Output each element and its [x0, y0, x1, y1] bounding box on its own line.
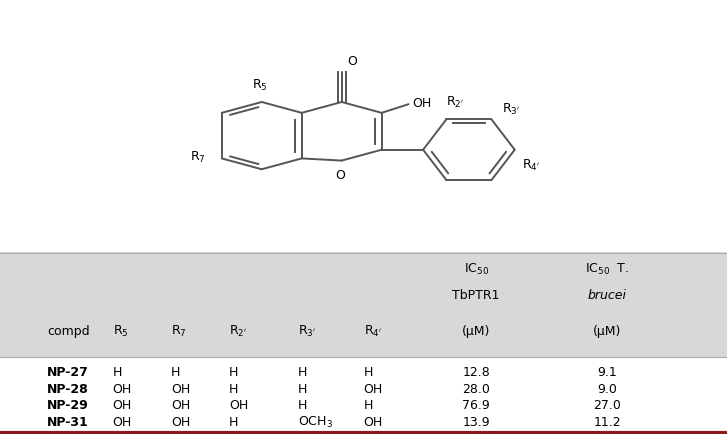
- Text: R$_{2'}$: R$_{2'}$: [229, 324, 247, 339]
- Text: OH: OH: [171, 399, 190, 412]
- Text: OH: OH: [229, 399, 248, 412]
- Text: OH: OH: [171, 416, 190, 429]
- Text: OH: OH: [364, 416, 382, 429]
- Text: 9.1: 9.1: [597, 366, 617, 379]
- Text: H: H: [298, 366, 308, 379]
- Text: (μM): (μM): [593, 326, 622, 339]
- Text: brucei: brucei: [587, 289, 627, 302]
- Text: NP-27: NP-27: [47, 366, 89, 379]
- Text: H: H: [298, 399, 308, 412]
- Text: OH: OH: [171, 383, 190, 396]
- Text: OH: OH: [364, 383, 382, 396]
- Text: R$_7$: R$_7$: [190, 150, 206, 165]
- Text: 27.0: 27.0: [593, 399, 621, 412]
- Text: O: O: [335, 169, 345, 182]
- Text: H: H: [171, 366, 180, 379]
- Text: O: O: [348, 55, 358, 68]
- Text: R$_{4'}$: R$_{4'}$: [364, 324, 382, 339]
- Text: NP-31: NP-31: [47, 416, 89, 429]
- Text: 13.9: 13.9: [462, 416, 490, 429]
- Text: IC$_{50}$: IC$_{50}$: [464, 263, 489, 277]
- Text: NP-28: NP-28: [47, 383, 89, 396]
- Text: R$_{3'}$: R$_{3'}$: [502, 102, 521, 117]
- Text: compd: compd: [47, 326, 90, 339]
- Text: 9.0: 9.0: [597, 383, 617, 396]
- Text: R$_{4'}$: R$_{4'}$: [522, 158, 540, 173]
- Text: OH: OH: [113, 383, 132, 396]
- Text: R$_5$: R$_5$: [252, 78, 268, 93]
- Text: H: H: [298, 383, 308, 396]
- Text: R$_{2'}$: R$_{2'}$: [446, 95, 465, 110]
- Bar: [0, 252, 727, 358]
- Text: OH: OH: [113, 416, 132, 429]
- Text: (μM): (μM): [462, 326, 491, 339]
- Text: NP-29: NP-29: [47, 399, 89, 412]
- Text: 76.9: 76.9: [462, 399, 490, 412]
- Text: IC$_{50}$  T.: IC$_{50}$ T.: [585, 263, 629, 277]
- Text: 11.2: 11.2: [593, 416, 621, 429]
- Text: OH: OH: [412, 97, 431, 110]
- Text: 28.0: 28.0: [462, 383, 490, 396]
- Text: TbPTR1: TbPTR1: [452, 289, 500, 302]
- Text: R$_5$: R$_5$: [113, 324, 129, 339]
- Text: R$_7$: R$_7$: [171, 324, 187, 339]
- Text: H: H: [229, 416, 238, 429]
- Text: R$_{3'}$: R$_{3'}$: [298, 324, 316, 339]
- Text: H: H: [364, 399, 373, 412]
- Text: OH: OH: [113, 399, 132, 412]
- Bar: [0, 358, 727, 432]
- Text: OCH$_3$: OCH$_3$: [298, 414, 333, 430]
- Text: H: H: [364, 366, 373, 379]
- Text: H: H: [229, 383, 238, 396]
- Text: H: H: [229, 366, 238, 379]
- Text: H: H: [113, 366, 122, 379]
- Text: 12.8: 12.8: [462, 366, 490, 379]
